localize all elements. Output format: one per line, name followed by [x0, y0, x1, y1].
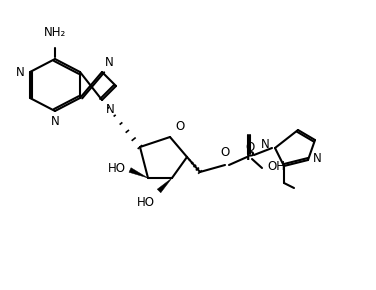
Text: N: N — [16, 66, 25, 79]
Text: HO: HO — [108, 162, 126, 175]
Text: P: P — [246, 151, 254, 164]
Text: N: N — [261, 139, 270, 151]
Text: O: O — [220, 146, 230, 159]
Text: N: N — [106, 103, 115, 116]
Text: N: N — [51, 115, 59, 128]
Polygon shape — [157, 178, 172, 193]
Text: N: N — [105, 56, 114, 69]
Text: OH: OH — [267, 160, 285, 173]
Text: O: O — [175, 120, 184, 133]
Text: N: N — [313, 151, 322, 164]
Text: HO: HO — [137, 196, 155, 209]
Text: O: O — [246, 141, 255, 154]
Text: NH₂: NH₂ — [44, 26, 66, 39]
Polygon shape — [129, 168, 148, 178]
